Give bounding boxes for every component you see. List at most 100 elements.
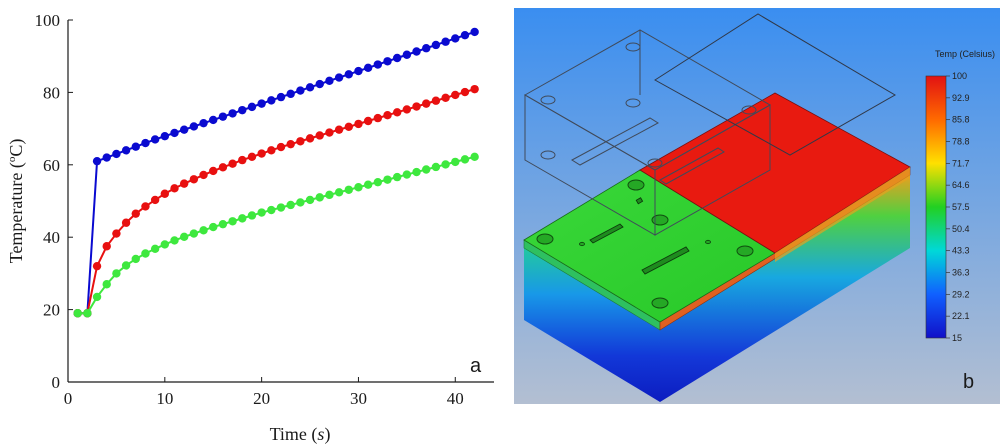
block-front-face — [524, 248, 660, 402]
data-point — [112, 229, 121, 238]
data-point — [363, 180, 373, 189]
colorbar-label: 29.2 — [952, 289, 970, 299]
data-point — [247, 211, 257, 220]
data-point — [218, 112, 228, 121]
colorbar-label: 43.3 — [952, 246, 970, 256]
colorbar-label: 92.9 — [952, 93, 970, 103]
data-point — [112, 149, 121, 159]
colorbar-label: 78.8 — [952, 137, 970, 147]
data-point — [334, 125, 344, 134]
y-tick-label: 0 — [52, 373, 61, 392]
series-3 — [73, 152, 479, 318]
data-point — [373, 113, 383, 123]
data-point — [160, 189, 170, 198]
data-point — [160, 132, 170, 141]
data-point — [354, 183, 363, 192]
data-point — [267, 205, 276, 215]
data-point — [179, 125, 189, 134]
data-point — [238, 105, 247, 115]
data-point — [238, 155, 247, 165]
data-point — [422, 99, 431, 108]
data-point — [441, 160, 450, 169]
data-point — [431, 96, 441, 105]
x-tick-label: 40 — [447, 389, 464, 408]
data-point — [451, 34, 460, 43]
colorbar-label: 64.6 — [952, 180, 970, 190]
data-point — [325, 190, 334, 200]
y-tick-label: 60 — [43, 156, 60, 175]
data-point — [460, 31, 470, 40]
data-point — [431, 40, 441, 50]
data-point — [325, 76, 334, 86]
colorbar-label: 50.4 — [952, 224, 970, 234]
data-point — [209, 166, 218, 176]
data-point — [92, 261, 102, 271]
data-point — [402, 105, 412, 114]
data-point — [247, 102, 257, 112]
data-point — [199, 170, 208, 180]
data-point — [102, 242, 111, 251]
data-point — [286, 139, 295, 149]
data-point — [141, 138, 150, 148]
data-point — [209, 222, 218, 232]
data-point — [199, 226, 208, 235]
data-point — [247, 152, 257, 162]
x-axis-title: Time (s) — [270, 424, 331, 445]
data-point — [121, 146, 131, 155]
data-point — [402, 50, 412, 59]
colorbar-label: 71.7 — [952, 158, 970, 168]
data-point — [170, 184, 179, 193]
data-point — [363, 63, 373, 72]
data-point — [92, 156, 102, 166]
data-point — [422, 165, 431, 174]
data-point — [228, 159, 237, 168]
data-point — [315, 79, 324, 89]
colorbar-title: Temp (Celsius) — [935, 49, 995, 59]
data-point — [344, 122, 353, 131]
y-axis-title: Temperature (oC) — [6, 139, 27, 264]
data-point — [305, 195, 315, 205]
data-point — [141, 249, 150, 258]
data-point — [441, 93, 450, 103]
colorbar-label: 22.1 — [952, 311, 970, 321]
transition-band — [775, 167, 910, 262]
data-point — [363, 116, 373, 126]
data-point — [209, 115, 218, 125]
data-point — [470, 152, 479, 162]
colorbar-label: 85.8 — [952, 115, 970, 125]
data-point — [315, 193, 324, 202]
data-point — [170, 236, 179, 245]
mounting-holes — [536, 179, 754, 309]
colorbar-label: 15 — [952, 333, 962, 343]
data-point — [470, 84, 479, 94]
data-point — [257, 99, 266, 108]
thermal-simulation-render: Temp (Celsius) 100 92.9 85.8 78.8 71.7 64.6 57… — [514, 8, 1000, 404]
data-point — [422, 44, 431, 53]
colorbar-label: 100 — [952, 71, 967, 81]
data-point — [189, 229, 199, 238]
data-point — [344, 185, 353, 194]
data-point — [141, 202, 150, 211]
data-point — [412, 102, 421, 111]
data-point — [402, 170, 412, 179]
data-point — [112, 269, 121, 278]
data-point — [257, 208, 266, 217]
data-point — [315, 131, 324, 140]
data-point — [228, 109, 237, 118]
data-point — [412, 167, 421, 177]
data-point — [305, 83, 315, 92]
data-point — [276, 142, 286, 152]
data-point — [276, 203, 286, 212]
data-point — [131, 254, 140, 264]
data-point — [392, 53, 402, 63]
colorbar-label: 57.5 — [952, 202, 970, 212]
y-tick-label: 40 — [43, 228, 60, 247]
data-point — [228, 217, 237, 226]
series-line — [77, 155, 475, 315]
panel-b-label: b — [963, 371, 974, 393]
colorbar-labels: 100 92.9 85.8 78.8 71.7 64.6 57.5 50.4 43.3 36.3 2… — [946, 71, 970, 343]
x-tick-label: 0 — [64, 389, 73, 408]
data-point — [334, 73, 344, 82]
slots — [589, 197, 690, 275]
